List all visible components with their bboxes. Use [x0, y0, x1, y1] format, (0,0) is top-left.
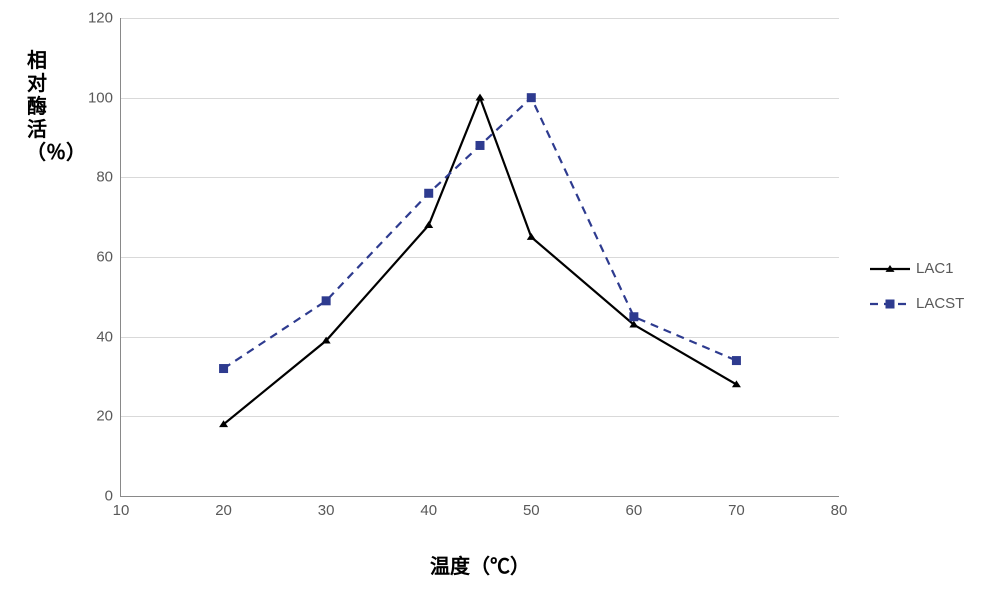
series-marker [629, 312, 638, 321]
y-tick-label: 40 [96, 328, 121, 345]
series-marker [527, 233, 536, 240]
y-axis-title: 相对酶活（％） [26, 50, 48, 165]
series-marker [527, 93, 536, 102]
x-axis-title: 温度（℃） [430, 550, 530, 579]
chart-svg [121, 18, 839, 496]
x-tick-label: 70 [728, 496, 745, 519]
legend-label: LAC1 [916, 260, 954, 277]
x-tick-label: 20 [215, 496, 232, 519]
x-tick-label: 50 [523, 496, 540, 519]
y-tick-label: 120 [88, 10, 121, 27]
legend-swatch [870, 296, 910, 312]
legend-label: LACST [916, 295, 964, 312]
legend-item: LACST [870, 295, 964, 312]
x-tick-label: 80 [831, 496, 848, 519]
series-marker [424, 189, 433, 198]
series-marker [424, 221, 433, 228]
x-tick-label: 30 [318, 496, 335, 519]
series-marker [322, 296, 331, 305]
series-marker [732, 356, 741, 365]
legend: LAC1 LACST [870, 260, 964, 312]
series-marker [476, 94, 485, 101]
y-tick-label: 80 [96, 169, 121, 186]
x-tick-label: 10 [113, 496, 130, 519]
legend-item: LAC1 [870, 260, 964, 277]
y-tick-label: 100 [88, 89, 121, 106]
series-line [224, 98, 737, 369]
y-tick-label: 20 [96, 408, 121, 425]
chart-root: 相对酶活（％） 0204060801001201020304050607080 … [0, 0, 1000, 605]
legend-swatch [870, 261, 910, 277]
x-tick-label: 60 [626, 496, 643, 519]
series-marker [219, 364, 228, 373]
plot-area: 0204060801001201020304050607080 [120, 18, 839, 497]
y-tick-label: 60 [96, 249, 121, 266]
series-marker [476, 141, 485, 150]
x-tick-label: 40 [420, 496, 437, 519]
